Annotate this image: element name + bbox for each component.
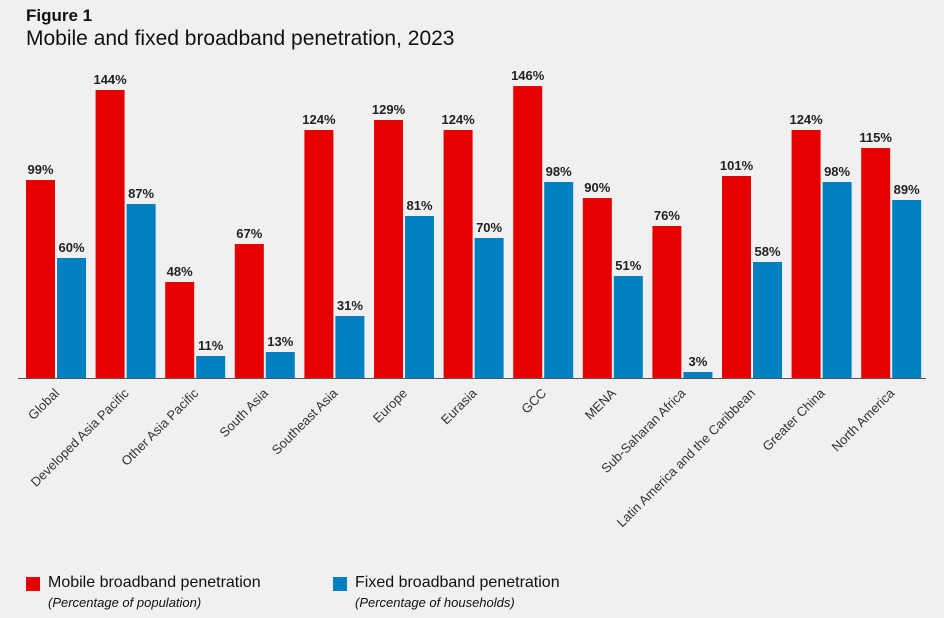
bar-fixed-eurasia	[474, 238, 504, 378]
data-label-fixed-latin-america-and-the-caribbean: 58%	[754, 244, 780, 259]
data-label-fixed-developed-asia-pacific: 87%	[128, 186, 154, 201]
bar-mobile-southeast-asia	[304, 130, 334, 378]
bar-fixed-southeast-asia	[335, 316, 365, 378]
x-tick-label-southeast-asia: Southeast Asia	[269, 385, 341, 457]
x-tick-label-south-asia: South Asia	[216, 385, 271, 440]
data-label-mobile-global: 99%	[27, 162, 53, 177]
bar-mobile-global	[26, 180, 55, 378]
bar-mobile-developed-asia-pacific	[95, 90, 125, 378]
data-label-fixed-gcc: 98%	[546, 164, 572, 179]
bar-mobile-greater-china	[791, 130, 821, 378]
data-label-mobile-other-asia-pacific: 48%	[167, 264, 193, 279]
data-label-mobile-mena: 90%	[584, 180, 610, 195]
data-label-mobile-greater-china: 124%	[789, 112, 823, 127]
bar-mobile-latin-america-and-the-caribbean	[722, 176, 751, 378]
x-tick-label-global: Global	[25, 385, 62, 422]
x-tick-label-mena: MENA	[582, 385, 619, 422]
bar-fixed-north-america	[892, 200, 922, 378]
data-label-fixed-south-asia: 13%	[267, 334, 293, 349]
data-label-mobile-southeast-asia: 124%	[302, 112, 336, 127]
chart-title: Mobile and fixed broadband penetration, …	[26, 27, 455, 50]
bar-fixed-europe	[405, 216, 434, 378]
bar-fixed-other-asia-pacific	[196, 356, 226, 378]
data-label-mobile-sub-saharan-africa: 76%	[654, 208, 680, 223]
data-label-mobile-eurasia: 124%	[441, 112, 475, 127]
bar-mobile-mena	[582, 198, 612, 378]
bar-fixed-mena	[613, 276, 643, 378]
bar-fixed-developed-asia-pacific	[126, 204, 156, 378]
legend-label-mobile: Mobile broadband penetration	[48, 574, 261, 591]
x-tick-label-greater-china: Greater China	[759, 385, 828, 454]
data-label-mobile-developed-asia-pacific: 144%	[93, 72, 127, 87]
data-label-fixed-greater-china: 98%	[824, 164, 850, 179]
x-tick-label-europe: Europe	[370, 386, 410, 426]
data-label-mobile-europe: 129%	[372, 102, 406, 117]
bar-fixed-gcc	[544, 182, 574, 378]
data-label-mobile-south-asia: 67%	[236, 226, 262, 241]
legend-subtitle-fixed: (Percentage of households)	[355, 595, 515, 610]
data-label-fixed-other-asia-pacific: 11%	[198, 338, 224, 353]
data-label-mobile-latin-america-and-the-caribbean: 101%	[720, 158, 754, 173]
data-label-fixed-mena: 51%	[615, 258, 641, 273]
legend-swatch-mobile	[26, 577, 40, 591]
data-label-fixed-europe: 81%	[406, 198, 432, 213]
bar-mobile-eurasia	[443, 130, 473, 378]
x-tick-label-latin-america-and-the-caribbean: Latin America and the Caribbean	[614, 386, 759, 531]
bar-mobile-other-asia-pacific	[165, 282, 195, 378]
data-label-fixed-sub-saharan-africa: 3%	[689, 354, 708, 369]
data-label-fixed-eurasia: 70%	[476, 220, 502, 235]
x-tick-label-other-asia-pacific: Other Asia Pacific	[118, 385, 202, 469]
bar-mobile-north-america	[861, 148, 891, 378]
data-label-fixed-global: 60%	[58, 240, 84, 255]
data-label-mobile-north-america: 115%	[859, 130, 892, 145]
legend-subtitle-mobile: (Percentage of population)	[48, 595, 202, 610]
bar-mobile-europe	[374, 120, 403, 378]
legend-swatch-fixed	[333, 577, 347, 591]
data-label-fixed-north-america: 89%	[894, 182, 920, 197]
figure-label: Figure 1	[26, 6, 93, 25]
bar-fixed-south-asia	[265, 352, 295, 378]
bar-fixed-latin-america-and-the-caribbean	[753, 262, 782, 378]
bar-fixed-global	[57, 258, 86, 378]
x-tick-label-eurasia: Eurasia	[438, 385, 480, 427]
x-tick-label-north-america: North America	[828, 385, 897, 454]
bar-fixed-sub-saharan-africa	[683, 372, 713, 378]
bar-mobile-sub-saharan-africa	[652, 226, 682, 378]
legend-label-fixed: Fixed broadband penetration	[355, 574, 560, 591]
bar-mobile-south-asia	[234, 244, 264, 378]
bar-fixed-greater-china	[822, 182, 852, 378]
bar-mobile-gcc	[513, 86, 543, 378]
data-label-fixed-southeast-asia: 31%	[337, 298, 363, 313]
data-label-mobile-gcc: 146%	[511, 68, 545, 83]
x-tick-label-gcc: GCC	[518, 386, 549, 417]
